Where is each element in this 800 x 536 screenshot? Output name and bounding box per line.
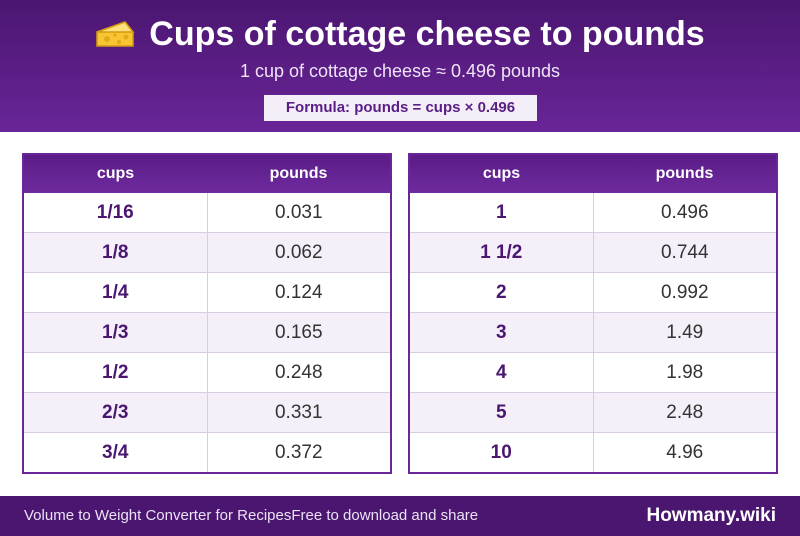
table-row: 1/8 0.062 — [24, 232, 390, 272]
table-row: 2 0.992 — [410, 272, 776, 312]
footer-converter-text: Volume to Weight Converter for Recipes — [24, 507, 292, 524]
pounds-cell: 4.96 — [666, 441, 704, 463]
page-title: Cups of cottage cheese to pounds — [0, 14, 800, 54]
pounds-cell: 0.331 — [274, 401, 323, 423]
conversion-table-left: cups pounds 1/16 0.031 1/8 0.062 1/4 0.1… — [22, 153, 392, 474]
page-title-text: Cups of cottage cheese to pounds — [149, 15, 705, 53]
cups-cell: 1/3 — [24, 313, 208, 352]
brand-logo-text[interactable]: Howmany.wiki — [646, 505, 776, 526]
footer-description: Volume to Weight Converter for RecipesFr… — [24, 496, 478, 536]
column-header-pounds: pounds — [655, 165, 714, 182]
column-header-cups: cups — [96, 165, 135, 182]
cups-cell: 3 — [410, 313, 594, 352]
pounds-cell: 1.49 — [666, 321, 704, 343]
footer: Volume to Weight Converter for RecipesFr… — [0, 496, 800, 536]
table-row: 5 2.48 — [410, 392, 776, 432]
conversion-table-right: cups pounds 1 0.496 1 1/2 0.744 2 0.992 … — [408, 153, 778, 474]
table-row: 3 1.49 — [410, 312, 776, 352]
pounds-cell: 0.496 — [660, 201, 709, 223]
cups-cell: 10 — [410, 433, 594, 472]
pounds-cell: 0.062 — [274, 241, 323, 263]
pounds-cell: 0.372 — [274, 441, 323, 463]
table-header: cups pounds — [24, 155, 390, 193]
cups-cell: 2/3 — [24, 393, 208, 432]
cups-cell: 2 — [410, 273, 594, 312]
table-row: 1/16 0.031 — [24, 193, 390, 232]
formula-box: Formula: pounds = cups × 0.496 — [264, 95, 537, 121]
cups-cell: 1/2 — [24, 353, 208, 392]
header: Cups of cottage cheese to pounds 1 cup o… — [0, 0, 800, 132]
pounds-cell: 2.48 — [666, 401, 704, 423]
column-header-cups: cups — [482, 165, 521, 182]
table-header: cups pounds — [410, 155, 776, 193]
cups-cell: 1/8 — [24, 233, 208, 272]
table-row: 1/3 0.165 — [24, 312, 390, 352]
table-row: 1/2 0.248 — [24, 352, 390, 392]
footer-share-text: Free to download and share — [291, 507, 479, 524]
pounds-cell: 0.124 — [274, 281, 323, 303]
cups-cell: 1 — [410, 193, 594, 232]
cups-cell: 1/16 — [24, 193, 208, 232]
pounds-cell: 0.992 — [660, 281, 709, 303]
pounds-cell: 0.248 — [274, 361, 323, 383]
cups-cell: 5 — [410, 393, 594, 432]
subtitle: 1 cup of cottage cheese ≈ 0.496 pounds — [239, 61, 561, 81]
table-row: 1 0.496 — [410, 193, 776, 232]
table-row: 2/3 0.331 — [24, 392, 390, 432]
cups-cell: 3/4 — [24, 433, 208, 472]
cups-cell: 1/4 — [24, 273, 208, 312]
table-row: 3/4 0.372 — [24, 432, 390, 472]
column-header-pounds: pounds — [269, 165, 328, 182]
pounds-cell: 1.98 — [666, 361, 704, 383]
table-row: 4 1.98 — [410, 352, 776, 392]
cups-cell: 1 1/2 — [410, 233, 594, 272]
table-row: 1 1/2 0.744 — [410, 232, 776, 272]
pounds-cell: 0.165 — [274, 321, 323, 343]
cups-cell: 4 — [410, 353, 594, 392]
table-row: 1/4 0.124 — [24, 272, 390, 312]
pounds-cell: 0.031 — [274, 201, 323, 223]
pounds-cell: 0.744 — [660, 241, 709, 263]
table-row: 10 4.96 — [410, 432, 776, 472]
cheese-icon — [96, 21, 135, 47]
